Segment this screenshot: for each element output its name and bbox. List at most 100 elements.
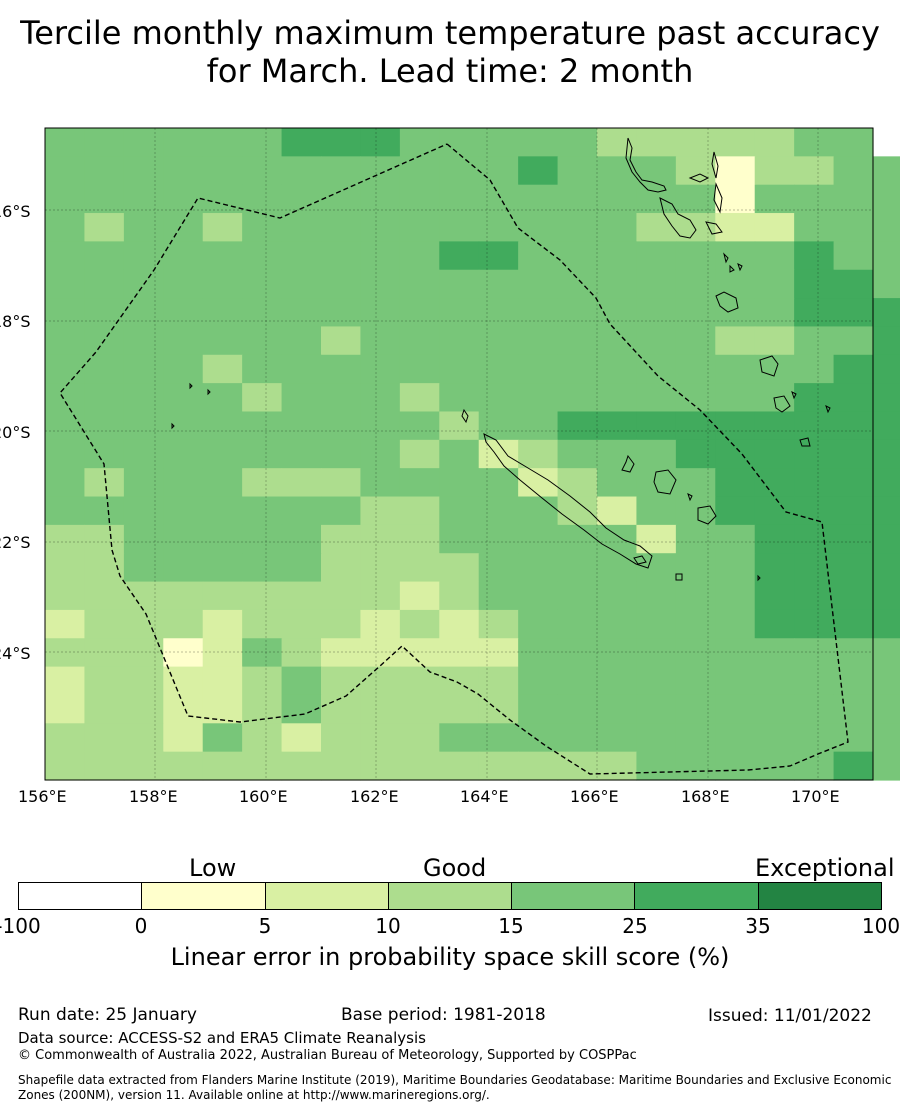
grid-cell xyxy=(202,354,243,384)
grid-cell xyxy=(873,383,900,413)
grid-cell xyxy=(242,609,283,639)
grid-cell xyxy=(321,128,362,157)
category-good: Good xyxy=(423,854,487,882)
land-outlines xyxy=(171,137,831,582)
grid-cell xyxy=(794,269,835,299)
grid-cell xyxy=(873,581,900,611)
grid-cell xyxy=(478,751,519,781)
grid-cell xyxy=(163,383,204,413)
grid-cell xyxy=(636,524,677,554)
grid-cell xyxy=(163,638,204,668)
grid-cell xyxy=(399,524,440,554)
grid-cell xyxy=(557,666,598,696)
grid-cell xyxy=(754,213,795,242)
grid-cell xyxy=(163,156,204,186)
grid-cell xyxy=(202,184,243,214)
grid-cell xyxy=(873,468,900,498)
grid-cell xyxy=(873,666,900,696)
grid-cell xyxy=(833,241,874,271)
grid-cell xyxy=(794,468,835,498)
grid-cell xyxy=(636,496,677,526)
grid-cell xyxy=(281,751,322,781)
grid-cell xyxy=(754,241,795,271)
grid-cell xyxy=(163,496,204,526)
grid-cell xyxy=(163,326,204,356)
grid-cell xyxy=(281,213,322,242)
grid-cell xyxy=(163,609,204,639)
grid-cell xyxy=(557,609,598,639)
grid-cell xyxy=(715,496,756,526)
grid-cell xyxy=(123,694,164,724)
grid-cell xyxy=(360,213,401,242)
grid-cell xyxy=(202,298,243,328)
grid-cell xyxy=(123,298,164,328)
grid-cell xyxy=(84,298,125,328)
grid-cell xyxy=(518,609,559,639)
grid-cell xyxy=(242,496,283,526)
chesterfield-islets xyxy=(171,382,761,582)
colorbar-segment xyxy=(512,883,636,909)
grid-cell xyxy=(597,638,638,668)
grid-cell xyxy=(439,694,480,724)
grid-cell xyxy=(636,184,677,214)
grid-cell xyxy=(794,241,835,271)
grid-cell xyxy=(45,213,86,242)
colorbar-segment xyxy=(265,883,389,909)
grid-cell xyxy=(123,439,164,469)
grid-cell xyxy=(202,581,243,611)
grid-cell xyxy=(478,128,519,157)
grid-cell xyxy=(45,383,86,413)
grid-cell xyxy=(439,156,480,186)
grid-cell xyxy=(281,468,322,498)
grid-cell xyxy=(794,298,835,328)
grid-cell xyxy=(202,241,243,271)
grid-cell xyxy=(636,723,677,753)
grid-cell xyxy=(754,723,795,753)
grid-cell xyxy=(675,553,716,583)
grid-cell xyxy=(833,383,874,413)
grid-cell xyxy=(754,638,795,668)
grid-cell xyxy=(202,156,243,186)
grid-cell xyxy=(281,326,322,356)
grid-cell xyxy=(675,581,716,611)
grid-cell xyxy=(794,609,835,639)
grid-cell xyxy=(281,439,322,469)
grid-cell xyxy=(597,751,638,781)
grid-cell xyxy=(281,156,322,186)
grid-cell xyxy=(597,269,638,299)
grid-cell xyxy=(754,524,795,554)
grid-cell xyxy=(45,751,86,781)
belep-islands xyxy=(461,408,469,424)
grid-cell xyxy=(754,298,795,328)
run-date: Run date: 25 January xyxy=(18,1005,197,1025)
grid-cell xyxy=(163,694,204,724)
grid-cell xyxy=(675,751,716,781)
grid-cell xyxy=(439,354,480,384)
grid-cell xyxy=(675,666,716,696)
grid-cell xyxy=(202,383,243,413)
colorbar-tick: 5 xyxy=(258,914,272,938)
grid-cell xyxy=(84,156,125,186)
grid-cell xyxy=(281,666,322,696)
grid-cell xyxy=(715,468,756,498)
grid-cell xyxy=(478,638,519,668)
grid-cell xyxy=(675,354,716,384)
grid-cell xyxy=(45,694,86,724)
grid-cell xyxy=(123,213,164,242)
grid-cell xyxy=(45,411,86,441)
grid-cell xyxy=(123,666,164,696)
grid-cell xyxy=(123,468,164,498)
grid-cell xyxy=(123,553,164,583)
grid-cell xyxy=(360,383,401,413)
map-title: Tercile monthly maximum temperature past… xyxy=(20,14,880,90)
grid-cell xyxy=(873,439,900,469)
grid-cell xyxy=(360,524,401,554)
grid-cell xyxy=(675,241,716,271)
grid-cell xyxy=(242,241,283,271)
grid-cell xyxy=(360,496,401,526)
grid-cell xyxy=(873,609,900,639)
grid-cell xyxy=(242,184,283,214)
espiritu-santo-island xyxy=(625,137,667,193)
grid-cell xyxy=(557,354,598,384)
grid-cell xyxy=(163,354,204,384)
